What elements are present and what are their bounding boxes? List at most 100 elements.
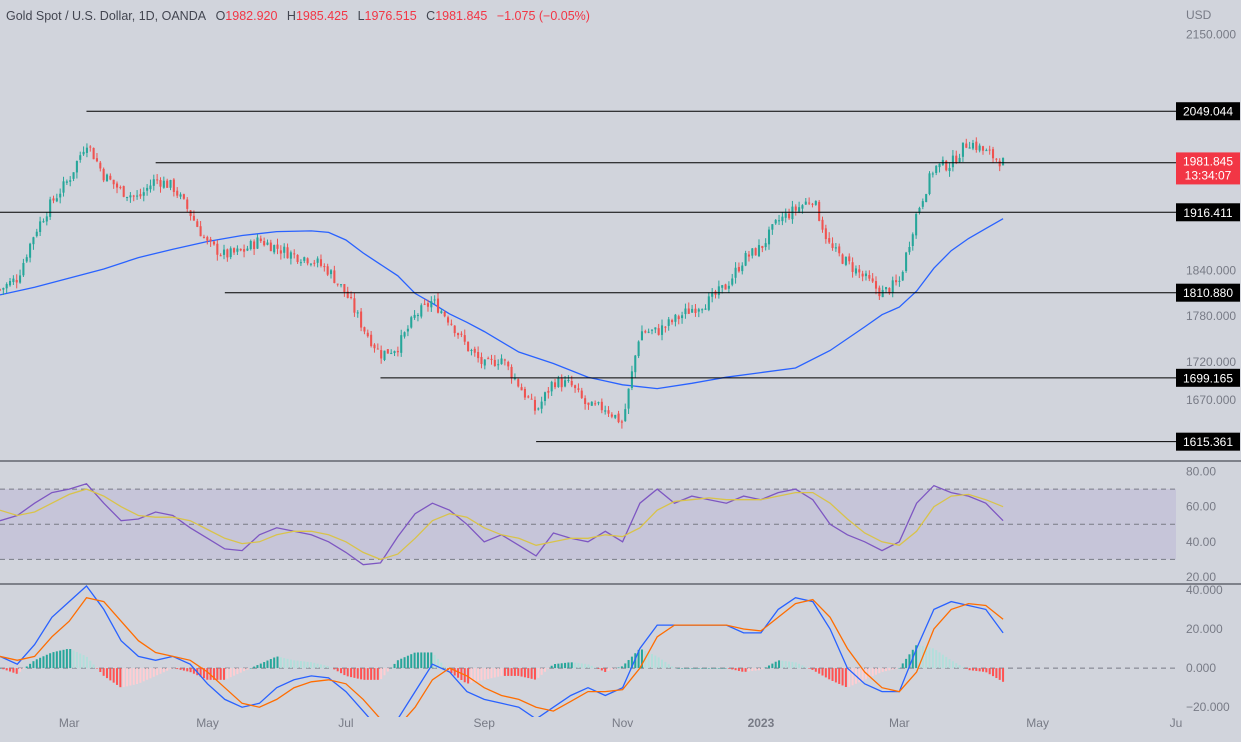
macd-histogram-bar (554, 664, 557, 669)
macd-histogram-bar (941, 654, 944, 669)
macd-histogram-bar (92, 664, 95, 669)
macd-histogram-bar (667, 664, 670, 669)
macd-histogram-bar (774, 661, 777, 669)
legend-symbol[interactable]: Gold Spot / U.S. Dollar, 1D, OANDA (6, 9, 207, 23)
macd-histogram-bar (410, 654, 413, 669)
candle-body (410, 317, 413, 328)
macd-histogram-bar (931, 648, 934, 669)
macd-histogram-bar (95, 668, 98, 669)
candle-body (132, 195, 135, 197)
macd-histogram-bar (323, 665, 326, 669)
candle-body (741, 265, 744, 272)
candles (0, 137, 1005, 429)
candle-body (436, 298, 440, 313)
macd-histogram-bar (166, 668, 169, 671)
candle-body (115, 183, 119, 188)
candle-body (65, 181, 68, 183)
macd-histogram-bar (537, 668, 540, 678)
symbol-legend: Gold Spot / U.S. Dollar, 1D, OANDA O1982… (6, 9, 596, 23)
candle-body (564, 380, 567, 387)
candle-body (299, 262, 302, 264)
macd-histogram-bar (784, 661, 787, 669)
macd-histogram-bar (584, 663, 587, 669)
candle-body (139, 194, 142, 197)
candle-body (540, 401, 543, 409)
candle-body (607, 410, 610, 414)
candle-body (834, 247, 837, 249)
macd-histogram-bar (778, 660, 781, 669)
candle-body (336, 283, 339, 285)
macd-histogram-bar (25, 666, 28, 669)
time-axis-tick: Sep (474, 716, 496, 730)
macd-histogram-bar (336, 668, 339, 672)
bar-countdown: 13:34:07 (1185, 168, 1232, 182)
macd-histogram-bar (116, 668, 119, 685)
candle-body (490, 358, 493, 360)
macd-histogram-bar (189, 668, 192, 673)
candle-body (557, 377, 560, 387)
macd-histogram-bar (212, 668, 215, 680)
macd-histogram-bar (992, 668, 995, 677)
macd-histogram-bar (386, 668, 389, 672)
price-pane[interactable]: USD 2150.000 1840.000 1780.000 1720.000 1670.… (0, 8, 1240, 451)
macd-histogram-bar (32, 661, 35, 669)
macd-histogram-bar (624, 663, 627, 669)
candle-body (881, 289, 884, 298)
macd-histogram-bar (674, 668, 677, 669)
macd-histogram-bar (313, 662, 316, 669)
candle-body (19, 275, 22, 283)
candle-body (12, 278, 15, 283)
candle-body (791, 206, 794, 220)
legend-close-value: 1981.845 (435, 9, 488, 23)
macd-histogram-bar (714, 668, 717, 669)
macd-histogram-bar (233, 668, 236, 676)
candle-body (764, 243, 767, 248)
macd-histogram-bar (754, 668, 757, 671)
candle-body (731, 278, 734, 285)
candle-body (771, 224, 774, 230)
macd-histogram-bar (567, 662, 570, 669)
macd-histogram-bar (65, 649, 68, 669)
candle-body (460, 333, 463, 335)
macd-histogram-bar (122, 668, 125, 688)
time-axis-tick: Mar (889, 716, 910, 730)
macd-histogram-bar (630, 656, 633, 669)
macd-pane[interactable]: 40.000 20.000 0.000 −20.000 (0, 583, 1230, 731)
candle-body (517, 379, 520, 387)
level-label-box (1176, 432, 1240, 451)
macd-histogram-bar (126, 668, 129, 687)
candle-body (176, 190, 179, 196)
macd-histogram-bar (908, 654, 911, 669)
candle-body (647, 331, 650, 333)
legend-change-value: −1.075 (−0.05%) (496, 9, 590, 23)
candle-body (340, 284, 343, 286)
macd-histogram-bar (75, 652, 78, 669)
macd-histogram-bar (881, 668, 884, 672)
macd-histogram-bar (105, 668, 108, 679)
price-axis-tick: 1670.000 (1186, 393, 1236, 407)
macd-line (0, 585, 1004, 717)
candle-body (543, 392, 547, 402)
macd-histogram-bar (473, 668, 476, 682)
candle-body (831, 243, 834, 248)
candle-body (684, 308, 687, 315)
macd-histogram-bar (560, 663, 563, 669)
candle-body (92, 147, 95, 160)
macd-histogram-bar (142, 668, 145, 682)
candle-body (353, 298, 356, 313)
time-axis[interactable]: Mar May Jul Sep Nov 2023 Mar May Ju (59, 716, 1183, 730)
rsi-pane[interactable]: 80.00 60.00 40.00 20.00 (0, 465, 1216, 584)
candle-body (614, 414, 617, 418)
candle-body (895, 280, 898, 283)
candle-body (567, 379, 570, 381)
macd-histogram-bar (671, 666, 674, 669)
macd-histogram-bar (29, 663, 32, 669)
macd-histogram-bar (219, 668, 222, 680)
candle-body (908, 246, 911, 253)
candle-body (420, 305, 423, 317)
candle-body (751, 248, 754, 256)
candle-body (574, 385, 577, 389)
macd-histogram-bar (928, 647, 931, 669)
